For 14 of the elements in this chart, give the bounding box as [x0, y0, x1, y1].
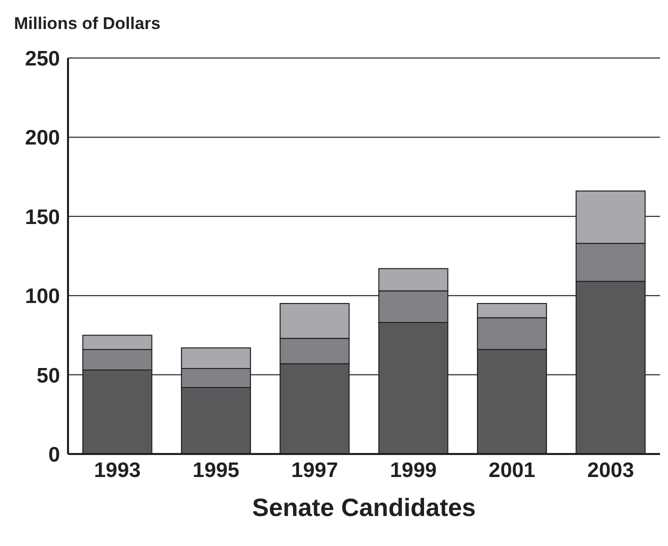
y-tick-label: 0 — [48, 443, 60, 466]
x-tick-label: 1995 — [192, 458, 240, 482]
y-axis-title: Millions of Dollars — [14, 14, 160, 34]
y-tick-label: 200 — [24, 126, 60, 150]
y-tick-label: 50 — [36, 364, 60, 388]
x-tick-label: 1999 — [390, 458, 437, 482]
x-tick-label: 2001 — [488, 458, 536, 482]
x-tick-label: 1993 — [94, 458, 141, 482]
x-tick-label: 2003 — [587, 458, 634, 482]
y-tick-label: 150 — [24, 206, 60, 229]
y-tick-label: 100 — [24, 285, 60, 308]
x-axis-title: Senate Candidates — [251, 494, 477, 523]
y-tick-label: 250 — [24, 47, 60, 70]
x-tick-label: 1997 — [291, 458, 338, 482]
